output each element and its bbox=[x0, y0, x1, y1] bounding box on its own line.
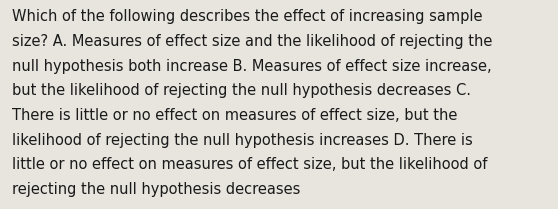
Text: little or no effect on measures of effect size, but the likelihood of: little or no effect on measures of effec… bbox=[12, 157, 488, 172]
Text: rejecting the null hypothesis decreases: rejecting the null hypothesis decreases bbox=[12, 182, 301, 197]
Text: size? A. Measures of effect size and the likelihood of rejecting the: size? A. Measures of effect size and the… bbox=[12, 34, 493, 49]
Text: There is little or no effect on measures of effect size, but the: There is little or no effect on measures… bbox=[12, 108, 458, 123]
Text: likelihood of rejecting the null hypothesis increases D. There is: likelihood of rejecting the null hypothe… bbox=[12, 133, 473, 148]
Text: null hypothesis both increase B. Measures of effect size increase,: null hypothesis both increase B. Measure… bbox=[12, 59, 492, 74]
Text: but the likelihood of rejecting the null hypothesis decreases C.: but the likelihood of rejecting the null… bbox=[12, 83, 472, 98]
Text: Which of the following describes the effect of increasing sample: Which of the following describes the eff… bbox=[12, 9, 483, 24]
